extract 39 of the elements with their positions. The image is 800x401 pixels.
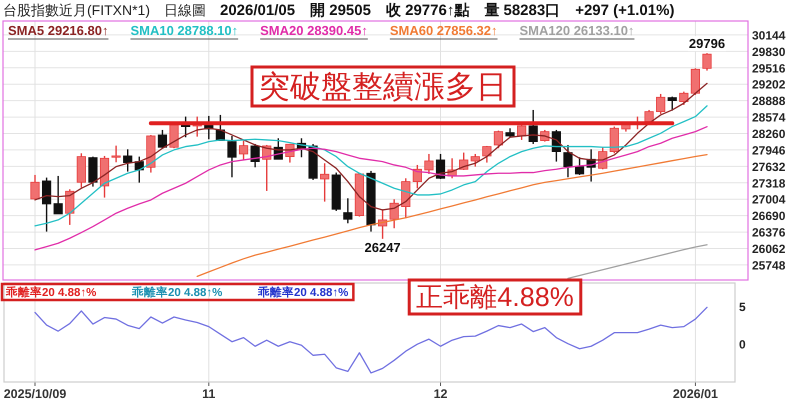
x-tick-label: 12 [434,387,448,401]
y-tick-label: 26690 [752,209,786,224]
y-tick-label: 27318 [752,176,786,190]
y-tick-label: 27632 [752,160,786,174]
annotation: 正乖離4.88% [416,282,574,312]
text: SMA60 27856.32↑ [390,23,498,38]
y-tick-label: 29202 [752,78,786,92]
y-tick-label: 29830 [752,44,786,59]
x-tick-label: 11 [202,387,216,401]
x-tick-label: 2025/10/09 [4,387,66,401]
y-tick-label: 26376 [752,226,786,240]
annotation: 26247 [364,240,401,255]
y-tick-label: 30144 [752,28,786,42]
line-series [196,154,708,277]
chart-subtitle: 2026/01/05 開 29505 收 29776↑點 量 58283口 +297 (+1.01%) [220,2,674,19]
annotation: 乖離率20 4.88↑% [131,285,222,299]
annotation: 突破盤整續漲多日 [259,69,507,104]
y-tick-label: 28260 [752,126,786,141]
chart-title: 台股指數近月(FITXN*1) 日線圖 [3,2,206,18]
text: SMA10 28788.10↑ [130,23,238,38]
y-tick-label: 29516 [752,61,786,76]
annotation: 29796 [688,36,726,52]
text: SMA120 26133.10↑ [520,23,634,38]
y-tick-label: 28574 [752,110,786,125]
text: SMA20 28390.45↑ [260,23,368,38]
y-tick-label: 28888 [752,94,786,108]
annotation: 乖離率20 4.88↑% [257,285,348,299]
y-tick-label: 27946 [752,143,786,158]
y-tick-label: 26062 [752,242,786,256]
y-tick-label: 27004 [752,192,786,207]
x-tick-label: 2026/01 [672,387,718,401]
text: SMA5 29216.80↑ [8,23,108,38]
line-series [34,126,708,251]
line-series [34,105,708,227]
y-tick-label: 0 [739,338,746,352]
y-tick-label: 25748 [752,258,786,272]
line-series [567,244,708,280]
annotation: 乖離率20 4.88↑% [5,285,96,299]
y-tick-label: 5 [739,300,746,314]
